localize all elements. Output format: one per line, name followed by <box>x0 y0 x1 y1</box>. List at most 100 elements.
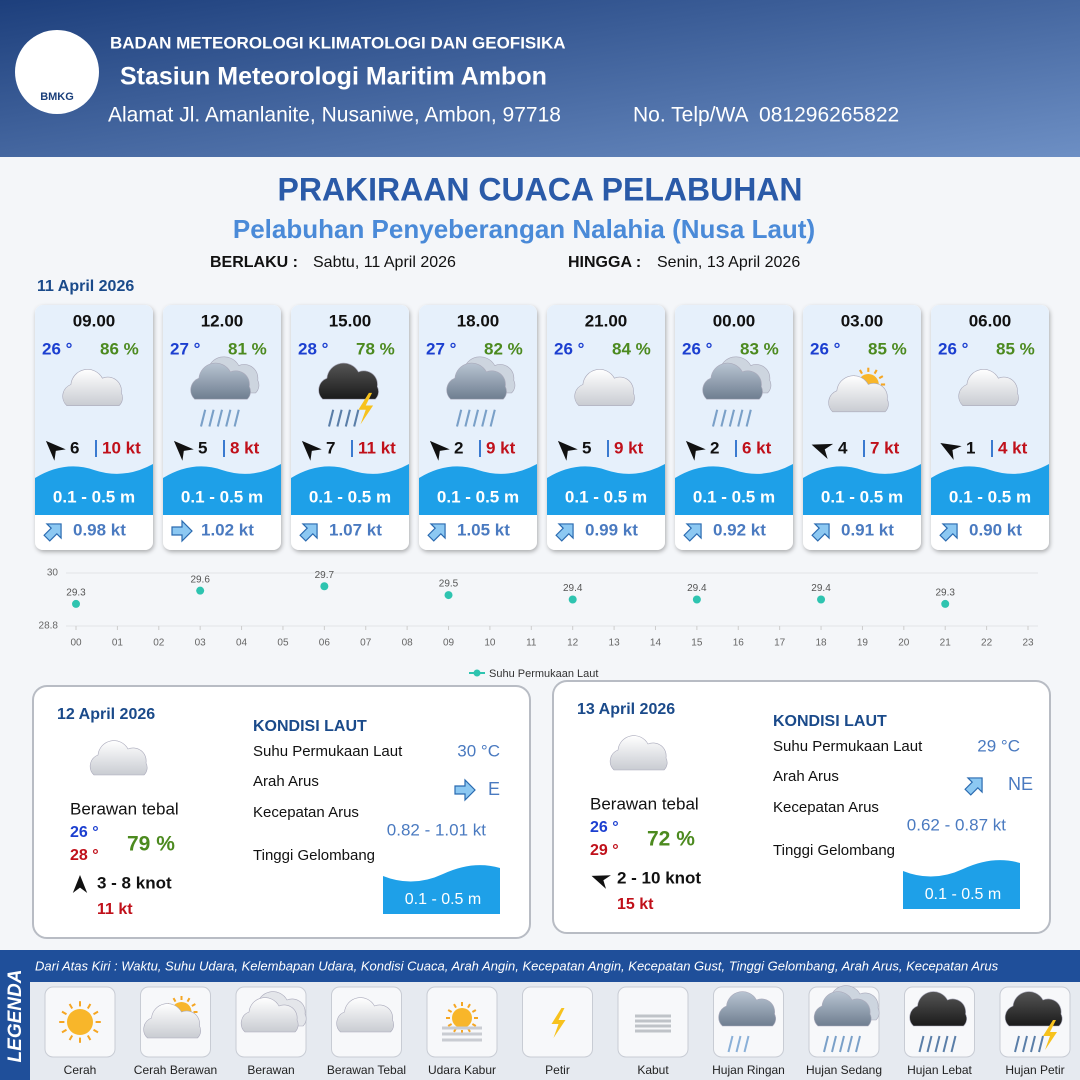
wave-height: 0.1 - 0.5 m <box>925 886 1001 903</box>
x-tick-label: 10 <box>484 638 496 649</box>
valid-from-label: BERLAKU : <box>210 254 298 271</box>
current-arrow <box>454 778 476 802</box>
current-arrow <box>43 523 62 542</box>
separator <box>351 440 353 457</box>
humidity: 82 % <box>484 339 523 358</box>
rain-drop <box>855 1035 861 1053</box>
sun-ray <box>447 1009 453 1013</box>
weather-icon <box>89 740 148 776</box>
rain-drop <box>327 409 335 427</box>
point <box>72 599 80 608</box>
rain-drop <box>353 409 360 427</box>
time: 00.00 <box>713 311 756 330</box>
x-tick-label: 19 <box>857 638 869 649</box>
rain-drop <box>455 409 463 427</box>
sun-ray <box>93 1010 99 1016</box>
current-arrow <box>171 519 193 543</box>
rain-drop <box>823 1035 829 1053</box>
weather-icon <box>909 991 967 1053</box>
value-label: 29.4 <box>811 583 831 594</box>
wave <box>291 464 409 515</box>
rain-drop <box>344 409 352 427</box>
condition: Berawan tebal <box>590 794 699 813</box>
sun-ray <box>86 1035 92 1041</box>
rain-drop <box>839 1035 845 1053</box>
legend-item: Hujan Lebat <box>907 1063 972 1077</box>
point <box>692 595 701 604</box>
sun <box>67 1009 93 1035</box>
valid-to-label: HINGGA : <box>568 254 641 271</box>
temp: 26 ° <box>810 339 841 358</box>
wave <box>803 464 921 515</box>
legend-band <box>0 950 1080 982</box>
x-tick-label: 11 <box>526 638 537 649</box>
subtitle: Pelabuhan Penyeberangan Nalahia (Nusa La… <box>233 214 815 244</box>
separator <box>863 440 865 457</box>
point <box>941 599 950 608</box>
sun-ray <box>61 1010 67 1016</box>
legend-item: Petir <box>545 1063 570 1077</box>
bolt <box>551 1008 566 1038</box>
arrow-shape <box>72 875 88 893</box>
day-panel <box>552 680 1051 934</box>
x-tick-label: 21 <box>940 638 952 649</box>
weather-icon <box>718 991 776 1053</box>
wave-height: 0.1 - 0.5 m <box>437 487 519 506</box>
wave-height: 0.1 - 0.5 m <box>405 891 481 908</box>
rain-drop <box>735 1035 742 1053</box>
legend-item: Hujan Petir <box>1005 1063 1064 1077</box>
weather-icon <box>702 356 772 427</box>
cloud <box>190 362 251 400</box>
sun-ray <box>471 1023 477 1027</box>
dir-label: Arah Arus <box>253 773 319 790</box>
rain-drop <box>950 1035 957 1053</box>
current-arrow <box>683 523 702 542</box>
legend-item: Cerah <box>64 1063 97 1077</box>
arrow-shape <box>454 778 476 802</box>
point <box>444 591 453 600</box>
arrow-shape <box>811 443 834 459</box>
temp: 26 ° <box>682 339 713 358</box>
x-tick-label: 09 <box>443 638 455 649</box>
wave <box>547 464 665 515</box>
current-speed: 0.92 kt <box>713 520 766 539</box>
weather-icon <box>336 997 394 1033</box>
card-top <box>675 305 793 510</box>
weather-icon <box>143 996 201 1039</box>
legend-description: Dari Atas Kiri : Waktu, Suhu Udara, Kele… <box>35 958 999 973</box>
rain-drop <box>464 409 471 427</box>
card-top <box>931 305 1049 510</box>
cloud <box>828 375 889 413</box>
current-speed: 0.91 kt <box>841 520 894 539</box>
gust: 8 kt <box>230 438 260 457</box>
temp: 26 ° <box>938 339 969 358</box>
point <box>568 595 577 604</box>
weather-icon <box>828 367 889 413</box>
current-speed: 1.02 kt <box>201 520 254 539</box>
wind: 2 - 10 knot <box>617 868 701 887</box>
x-tick-label: 17 <box>774 638 786 649</box>
sea-heading: KONDISI LAUT <box>773 713 887 730</box>
wave-height: 0.1 - 0.5 m <box>949 487 1031 506</box>
cloud <box>909 991 967 1027</box>
valid-from: Sabtu, 11 April 2026 <box>313 254 456 271</box>
separator <box>607 440 609 457</box>
weather-icon <box>59 1001 101 1043</box>
card-top <box>35 305 153 510</box>
rain-drop <box>720 409 727 427</box>
gust: 10 kt <box>102 438 141 457</box>
gust: 9 kt <box>486 438 516 457</box>
x-tick-label: 15 <box>691 638 703 649</box>
wind-speed: 1 <box>966 438 975 457</box>
cloud <box>62 369 123 406</box>
rain-drop <box>208 409 215 427</box>
weather-icon <box>190 356 260 427</box>
cloud <box>958 369 1019 406</box>
temp-min: 26 ° <box>590 819 619 836</box>
speed: 0.62 - 0.87 kt <box>907 815 1007 834</box>
x-tick-label: 06 <box>319 638 331 649</box>
point <box>320 582 329 591</box>
x-tick-label: 05 <box>277 638 289 649</box>
sun-ray <box>191 1003 196 1007</box>
